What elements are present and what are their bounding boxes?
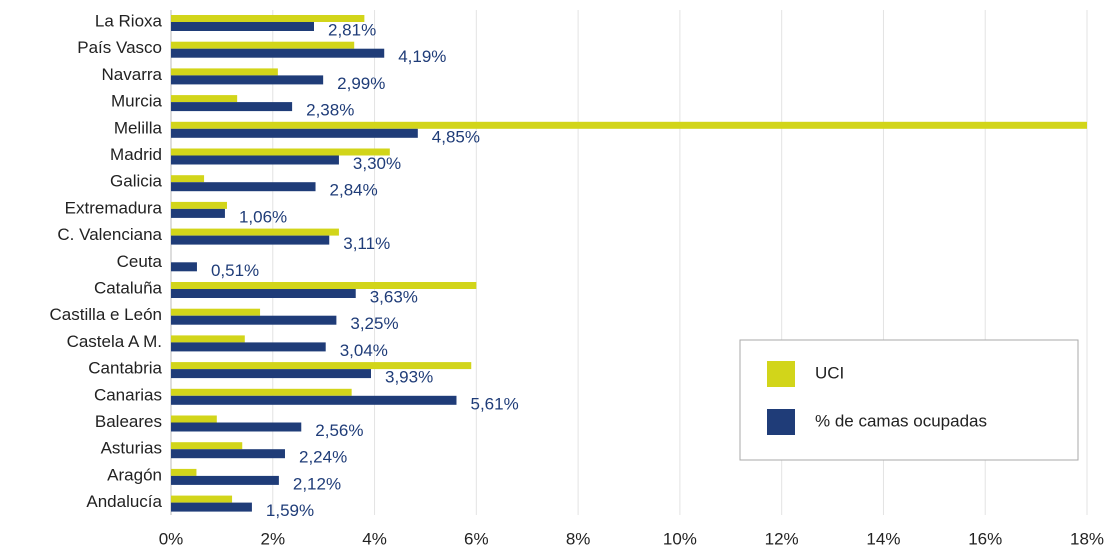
value-label: 1,06% xyxy=(239,207,287,226)
bar xyxy=(171,41,355,49)
value-label: 2,12% xyxy=(293,474,341,493)
bar xyxy=(171,48,385,58)
bar xyxy=(171,442,243,450)
bar xyxy=(171,262,197,272)
value-label: 4,19% xyxy=(398,47,446,66)
x-tick-label: 2% xyxy=(260,529,285,548)
value-label: 2,81% xyxy=(328,20,376,39)
y-tick-label: Extremadura xyxy=(65,198,163,217)
bar xyxy=(171,175,205,183)
bar xyxy=(171,128,418,138)
y-tick-label: Asturias xyxy=(101,439,162,458)
y-tick-label: Baleares xyxy=(95,412,162,431)
y-tick-label: Castilla e León xyxy=(50,305,162,324)
legend-box xyxy=(739,339,1079,461)
y-tick-label: Cataluña xyxy=(94,278,163,297)
x-tick-label: 0% xyxy=(159,529,184,548)
bar xyxy=(171,201,227,209)
bar xyxy=(171,415,217,423)
x-tick-label: 10% xyxy=(663,529,697,548)
bar xyxy=(171,208,225,218)
y-tick-label: Madrid xyxy=(110,145,162,164)
value-label: 4,85% xyxy=(432,127,480,146)
value-label: 2,99% xyxy=(337,74,385,93)
y-tick-label: Cantabria xyxy=(88,359,162,378)
bar xyxy=(171,289,356,298)
legend-swatch xyxy=(767,361,795,387)
bar xyxy=(171,495,233,503)
y-tick-label: Navarra xyxy=(102,65,163,84)
legend-label: UCI xyxy=(815,363,844,382)
y-tick-label: La Rioxa xyxy=(95,11,163,30)
bar xyxy=(171,155,339,165)
bar xyxy=(171,228,339,236)
bar xyxy=(171,449,285,459)
x-tick-label: 18% xyxy=(1070,529,1104,548)
y-tick-label: Aragón xyxy=(107,465,162,484)
value-label: 0,51% xyxy=(211,261,259,280)
value-label: 1,59% xyxy=(266,501,314,520)
value-label: 2,38% xyxy=(306,101,354,120)
bar xyxy=(171,182,316,192)
legend: UCI % de camas ocupadas xyxy=(739,339,1079,461)
bar xyxy=(171,22,314,31)
value-label: 3,63% xyxy=(370,287,418,306)
value-label: 3,93% xyxy=(385,368,433,387)
bar xyxy=(171,308,261,316)
y-tick-label: Galicia xyxy=(110,172,163,191)
legend-swatch xyxy=(767,409,795,435)
bar xyxy=(171,75,324,85)
y-tick-label: Ceuta xyxy=(117,252,163,271)
y-tick-label: Andalucía xyxy=(86,492,162,511)
x-tick-label: 8% xyxy=(566,529,591,548)
x-tick-label: 6% xyxy=(464,529,489,548)
value-label: 3,30% xyxy=(353,154,401,173)
y-tick-label: Canarias xyxy=(94,385,162,404)
y-tick-label: C. Valenciana xyxy=(57,225,162,244)
bar xyxy=(171,95,238,103)
x-tick-label: 16% xyxy=(968,529,1002,548)
value-label: 3,11% xyxy=(343,234,390,253)
value-label: 2,56% xyxy=(315,421,363,440)
value-label: 2,84% xyxy=(330,181,378,200)
x-tick-label: 12% xyxy=(765,529,799,548)
bar xyxy=(171,335,245,343)
value-label: 3,25% xyxy=(350,314,398,333)
value-label: 2,24% xyxy=(299,448,347,467)
bar xyxy=(171,68,278,76)
y-tick-label: Melilla xyxy=(114,118,163,137)
legend-label: % de camas ocupadas xyxy=(815,411,987,430)
y-tick-label: País Vasco xyxy=(77,38,162,57)
y-tick-label: Castela A M. xyxy=(67,332,162,351)
value-label: 5,61% xyxy=(470,394,518,413)
bar xyxy=(171,315,337,325)
bar xyxy=(171,15,365,22)
bar xyxy=(171,468,197,476)
bar xyxy=(171,148,390,156)
x-tick-label: 14% xyxy=(866,529,900,548)
bar xyxy=(171,475,279,485)
bar xyxy=(171,342,326,352)
bar xyxy=(171,362,472,370)
bar xyxy=(171,388,352,396)
bar xyxy=(171,395,457,405)
bar xyxy=(171,102,293,112)
bar xyxy=(171,502,252,512)
value-label: 3,04% xyxy=(340,341,388,360)
y-tick-label: Murcia xyxy=(111,92,163,111)
bar xyxy=(171,282,477,289)
bar xyxy=(171,121,1087,129)
bar xyxy=(171,235,330,245)
x-tick-label: 4% xyxy=(362,529,387,548)
bar xyxy=(171,369,371,379)
bar xyxy=(171,422,302,432)
